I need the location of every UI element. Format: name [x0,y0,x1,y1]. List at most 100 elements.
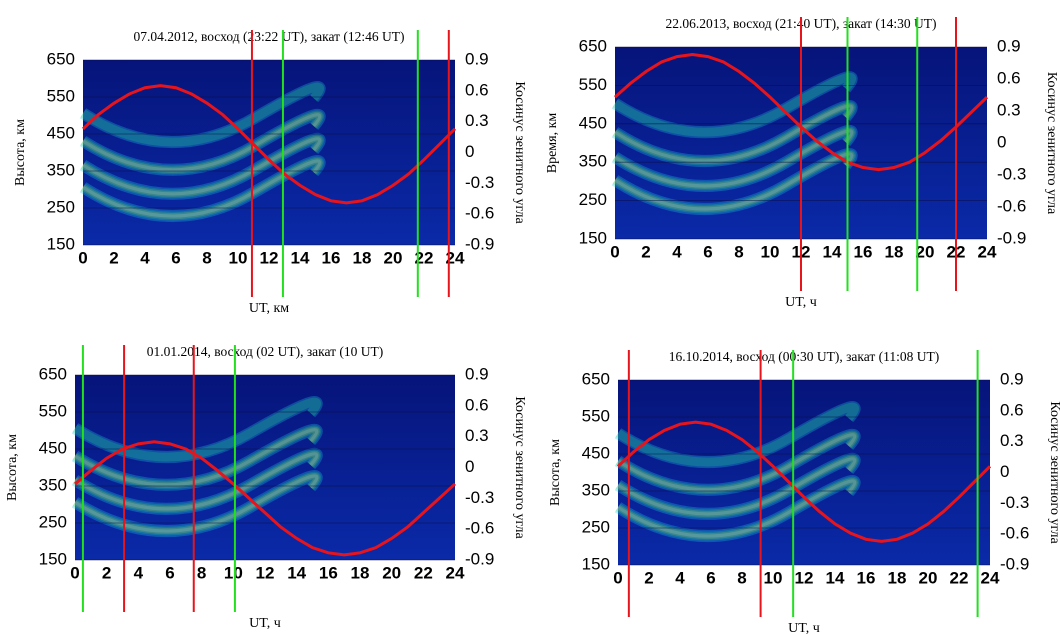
y-axis-label: Высота, км [13,119,28,186]
y2-tick-label: 0.6 [465,80,489,99]
x-tick-label: 24 [978,242,997,261]
x-tick-label: 12 [795,568,814,587]
echo-band [614,428,861,496]
x-tick-label: 20 [916,242,935,261]
y2-tick-label: 0 [1000,462,1009,481]
x-tick-label: 6 [706,568,715,587]
x-tick-label: 20 [919,568,938,587]
y-tick-label: 250 [582,517,610,536]
x-tick-label: 20 [382,563,401,582]
x-tick-label: 18 [888,568,907,587]
y2-axis-label: Косинус зенитного угла [512,396,527,539]
y2-tick-label: -0.9 [465,234,494,253]
y2-tick-label: 0.9 [465,49,489,68]
echo-band [72,449,322,514]
y2-axis-label: Косинус зенитного угла [1047,401,1060,544]
echo-band [617,457,857,516]
y2-tick-label: -0.9 [465,549,494,568]
y2-tick-label: -0.3 [1000,493,1029,512]
y2-tick-label: 0.3 [997,100,1021,119]
echo-band [614,152,854,211]
echo-band [81,158,323,219]
x-tick-label: 8 [734,242,743,261]
cosine-line [616,420,992,543]
echo-band [616,478,858,539]
x-tick-label: 8 [202,248,211,267]
echo-band [612,149,856,214]
echo-band [79,81,326,148]
x-tick-label: 6 [171,248,180,267]
x-tick-label: 2 [102,563,111,582]
plot-background [75,375,455,560]
y-axis-label: Время, км [545,113,560,174]
echo-band [612,126,856,191]
x-tick-label: 4 [134,563,144,582]
x-tick-label: 6 [165,563,174,582]
y-tick-label: 350 [47,160,75,179]
echo-band [82,137,322,196]
x-tick-label: 8 [197,563,206,582]
echo-band [74,452,319,511]
y2-tick-label: 0 [997,132,1006,151]
x-axis-label: UT, ч [785,295,817,310]
panel: 150 250 350 450 550 650 -0.9 -0.6 -0.3 0 0.3 0.6 0.9… [548,349,1060,635]
echo-band [615,454,859,519]
y-tick-label: 350 [39,475,67,494]
x-tick-label: 10 [229,248,248,267]
x-tick-label: 16 [854,242,873,261]
echo-band [614,452,861,520]
y-tick-label: 250 [39,512,67,531]
echo-band [80,82,324,147]
y-tick-label: 350 [579,152,607,171]
y2-tick-label: -0.6 [465,519,494,538]
x-tick-label: 24 [446,248,465,267]
x-axis-label: UT, ч [249,616,281,631]
y-tick-label: 650 [579,36,607,55]
echo-band [616,431,858,493]
y-tick-label: 650 [47,49,75,68]
echo-band [79,108,326,176]
y-tick-label: 450 [47,123,75,142]
x-tick-label: 2 [109,248,118,267]
y2-tick-label: 0.9 [997,36,1021,55]
x-tick-label: 22 [950,568,969,587]
chart-title: 16.10.2014, восход (00:30 UT), закат (11… [669,349,940,364]
echo-band [614,104,854,163]
echo-band [74,428,319,487]
y2-tick-label: -0.9 [997,228,1026,247]
x-tick-label: 14 [823,242,842,261]
x-tick-label: 2 [641,242,650,261]
x-axis-label: UT, км [249,301,289,316]
y-tick-label: 550 [582,406,610,425]
plot-background [618,380,990,565]
echo-band [615,402,859,467]
echo-band [615,430,859,495]
echo-band [73,473,320,534]
x-tick-label: 16 [322,248,341,267]
y2-tick-label: 0.6 [465,395,489,414]
y-tick-label: 550 [47,86,75,105]
y2-tick-label: 0 [465,457,474,476]
x-tick-label: 4 [140,248,150,267]
y2-tick-label: -0.9 [1000,554,1029,573]
y-tick-label: 450 [579,113,607,132]
y-tick-label: 650 [582,369,610,388]
plot-background [83,60,455,245]
echo-band [611,100,858,167]
echo-band [615,476,859,541]
x-tick-label: 22 [414,563,433,582]
y-axis-label: Высота, км [5,434,20,501]
y-axis-label: Высота, км [548,439,563,506]
x-axis-label: UT, ч [788,621,820,635]
x-tick-label: 18 [353,248,372,267]
x-tick-label: 16 [319,563,338,582]
x-tick-label: 6 [703,242,712,261]
echo-band [80,110,324,175]
y-tick-label: 150 [582,554,610,573]
echo-band [611,148,858,215]
y-tick-label: 450 [39,438,67,457]
echo-band [72,471,322,536]
x-tick-label: 18 [885,242,904,261]
panel: 150 250 350 450 550 650 -0.9 -0.6 -0.3 0 0.3 0.6 0.9… [13,29,527,316]
x-tick-label: 22 [415,248,434,267]
